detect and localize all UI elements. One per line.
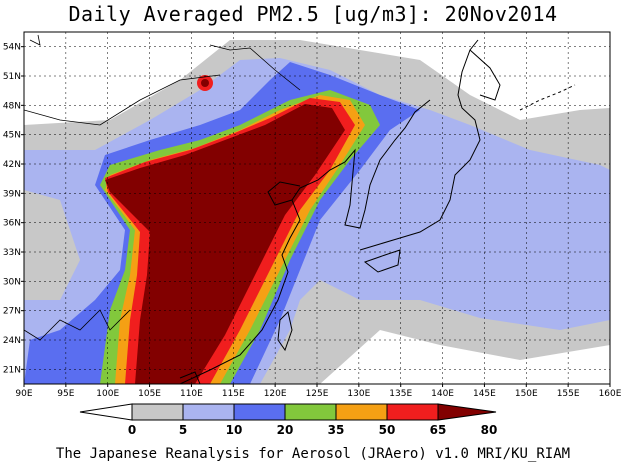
footer-credit: The Japanese Reanalysis for Aerosol (JRA… (55, 446, 571, 462)
colorbar-label: 5 (179, 423, 187, 437)
colorbar-label: 10 (226, 423, 243, 437)
lon-tick-label: 155E (557, 389, 580, 399)
lat-tick-label: 51N (3, 72, 21, 82)
lat-tick-label: 48N (3, 101, 21, 111)
lon-tick-label: 105E (138, 389, 161, 399)
lat-tick-label: 33N (3, 248, 21, 258)
colorbar-min-triangle (79, 403, 133, 421)
colorbar-label: 65 (430, 423, 447, 437)
colorbar-segment (335, 403, 388, 421)
map-frame (23, 31, 611, 385)
lon-tick-label: 90E (15, 389, 32, 399)
colorbar-label: 80 (481, 423, 498, 437)
lon-tick-label: 120E (264, 389, 287, 399)
latitude-tick-labels: 21N 24N 27N 30N 33N 36N 39N 42N 45N 48N 51N 54N (3, 43, 21, 376)
contour-80-plus (105, 104, 345, 384)
lat-tick-label: 21N (3, 365, 21, 375)
lat-tick-label: 39N (3, 189, 21, 199)
lon-tick-label: 110E (180, 389, 203, 399)
lon-tick-label: 135E (389, 389, 412, 399)
lon-tick-label: 140E (431, 389, 454, 399)
lon-tick-label: 100E (96, 389, 119, 399)
colorbar-segment (386, 403, 439, 421)
colorbar: 0 5 10 20 35 50 65 80 (79, 403, 498, 437)
lat-tick-label: 42N (3, 160, 21, 170)
lon-tick-label: 115E (222, 389, 245, 399)
colorbar-segment (182, 403, 235, 421)
lon-tick-label: 145E (473, 389, 496, 399)
colorbar-label: 0 (128, 423, 136, 437)
lat-tick-label: 45N (3, 131, 21, 141)
colorbar-label: 20 (277, 423, 294, 437)
lat-tick-label: 30N (3, 277, 21, 287)
coastlines (24, 34, 576, 384)
colorbar-segment (233, 403, 286, 421)
colorbar-label: 35 (328, 423, 345, 437)
longitude-tick-labels: 90E 95E 100E 105E 110E 115E 120E 125E 130E 135E 14… (15, 389, 621, 399)
lat-tick-label: 27N (3, 307, 21, 317)
lat-tick-label: 24N (3, 336, 21, 346)
lon-tick-label: 150E (515, 389, 538, 399)
lat-tick-label: 54N (3, 43, 21, 53)
colorbar-segment (284, 403, 337, 421)
colorbar-label: 50 (379, 423, 396, 437)
colorbar-segment (131, 403, 184, 421)
lat-tick-label: 36N (3, 219, 21, 229)
map-title: Daily Averaged PM2.5 [ug/m3]: 20Nov2014 (68, 2, 558, 26)
lon-tick-label: 160E (599, 389, 622, 399)
lon-tick-label: 95E (57, 389, 74, 399)
gridlines (21, 32, 611, 387)
lon-tick-label: 125E (306, 389, 329, 399)
lon-tick-label: 130E (347, 389, 370, 399)
colorbar-max-triangle (437, 403, 497, 421)
